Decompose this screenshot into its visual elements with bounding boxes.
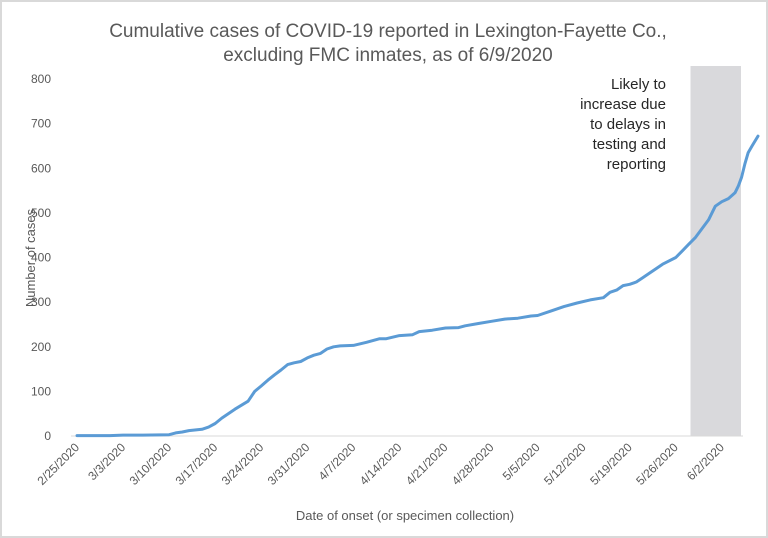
annotation-line: increase due (580, 96, 666, 113)
shaded-region-layer (690, 66, 741, 436)
annotation-line: testing and (593, 136, 666, 153)
x-tick-label: 5/12/2020 (541, 440, 589, 488)
y-axis-label: Number of cases (23, 208, 38, 307)
x-tick-label: 3/10/2020 (127, 440, 175, 488)
axis-layer: 0 100 200 300 400 500 600 700 800 2/25/2020 3/3/20… (31, 72, 743, 488)
annotation-line: to delays in (590, 116, 666, 133)
y-tick-label: 500 (31, 206, 51, 220)
x-tick-label: 5/19/2020 (587, 440, 635, 488)
y-tick-label: 0 (44, 429, 51, 443)
annotation-line: Likely to (611, 76, 666, 93)
annotation-line: reporting (607, 156, 666, 173)
y-tick-label: 100 (31, 384, 51, 398)
x-tick-label: 4/14/2020 (357, 440, 405, 488)
x-tick-label: 3/3/2020 (85, 440, 128, 483)
x-tick-label: 5/26/2020 (633, 440, 681, 488)
title-line-2: excluding FMC inmates, as of 6/9/2020 (223, 45, 553, 66)
y-tick-label: 400 (31, 251, 51, 265)
y-tick-label: 700 (31, 117, 51, 131)
x-tick-label: 6/2/2020 (684, 440, 727, 483)
y-tick-label: 300 (31, 295, 51, 309)
x-tick-label: 3/24/2020 (219, 440, 267, 488)
x-tick-label: 4/7/2020 (316, 440, 359, 483)
y-tick-label: 600 (31, 161, 51, 175)
y-tick-label: 800 (31, 72, 51, 86)
x-tick-label: 3/17/2020 (173, 440, 221, 488)
x-tick-label: 4/21/2020 (403, 440, 451, 488)
x-tick-label: 2/25/2020 (34, 440, 82, 488)
x-tick-label: 4/28/2020 (449, 440, 497, 488)
y-tick-label: 200 (31, 340, 51, 354)
x-axis-label: Date of onset (or specimen collection) (296, 508, 514, 523)
chart-title: Cumulative cases of COVID-19 reported in… (109, 21, 667, 66)
x-tick-label: 3/31/2020 (265, 440, 313, 488)
series-layer (75, 134, 760, 438)
series-line (75, 134, 760, 438)
title-line-1: Cumulative cases of COVID-19 reported in… (109, 21, 667, 42)
shaded-region (690, 66, 741, 436)
x-tick-label: 5/5/2020 (500, 440, 543, 483)
annotation-layer: Likely to increase due to delays in testing… (580, 76, 666, 173)
